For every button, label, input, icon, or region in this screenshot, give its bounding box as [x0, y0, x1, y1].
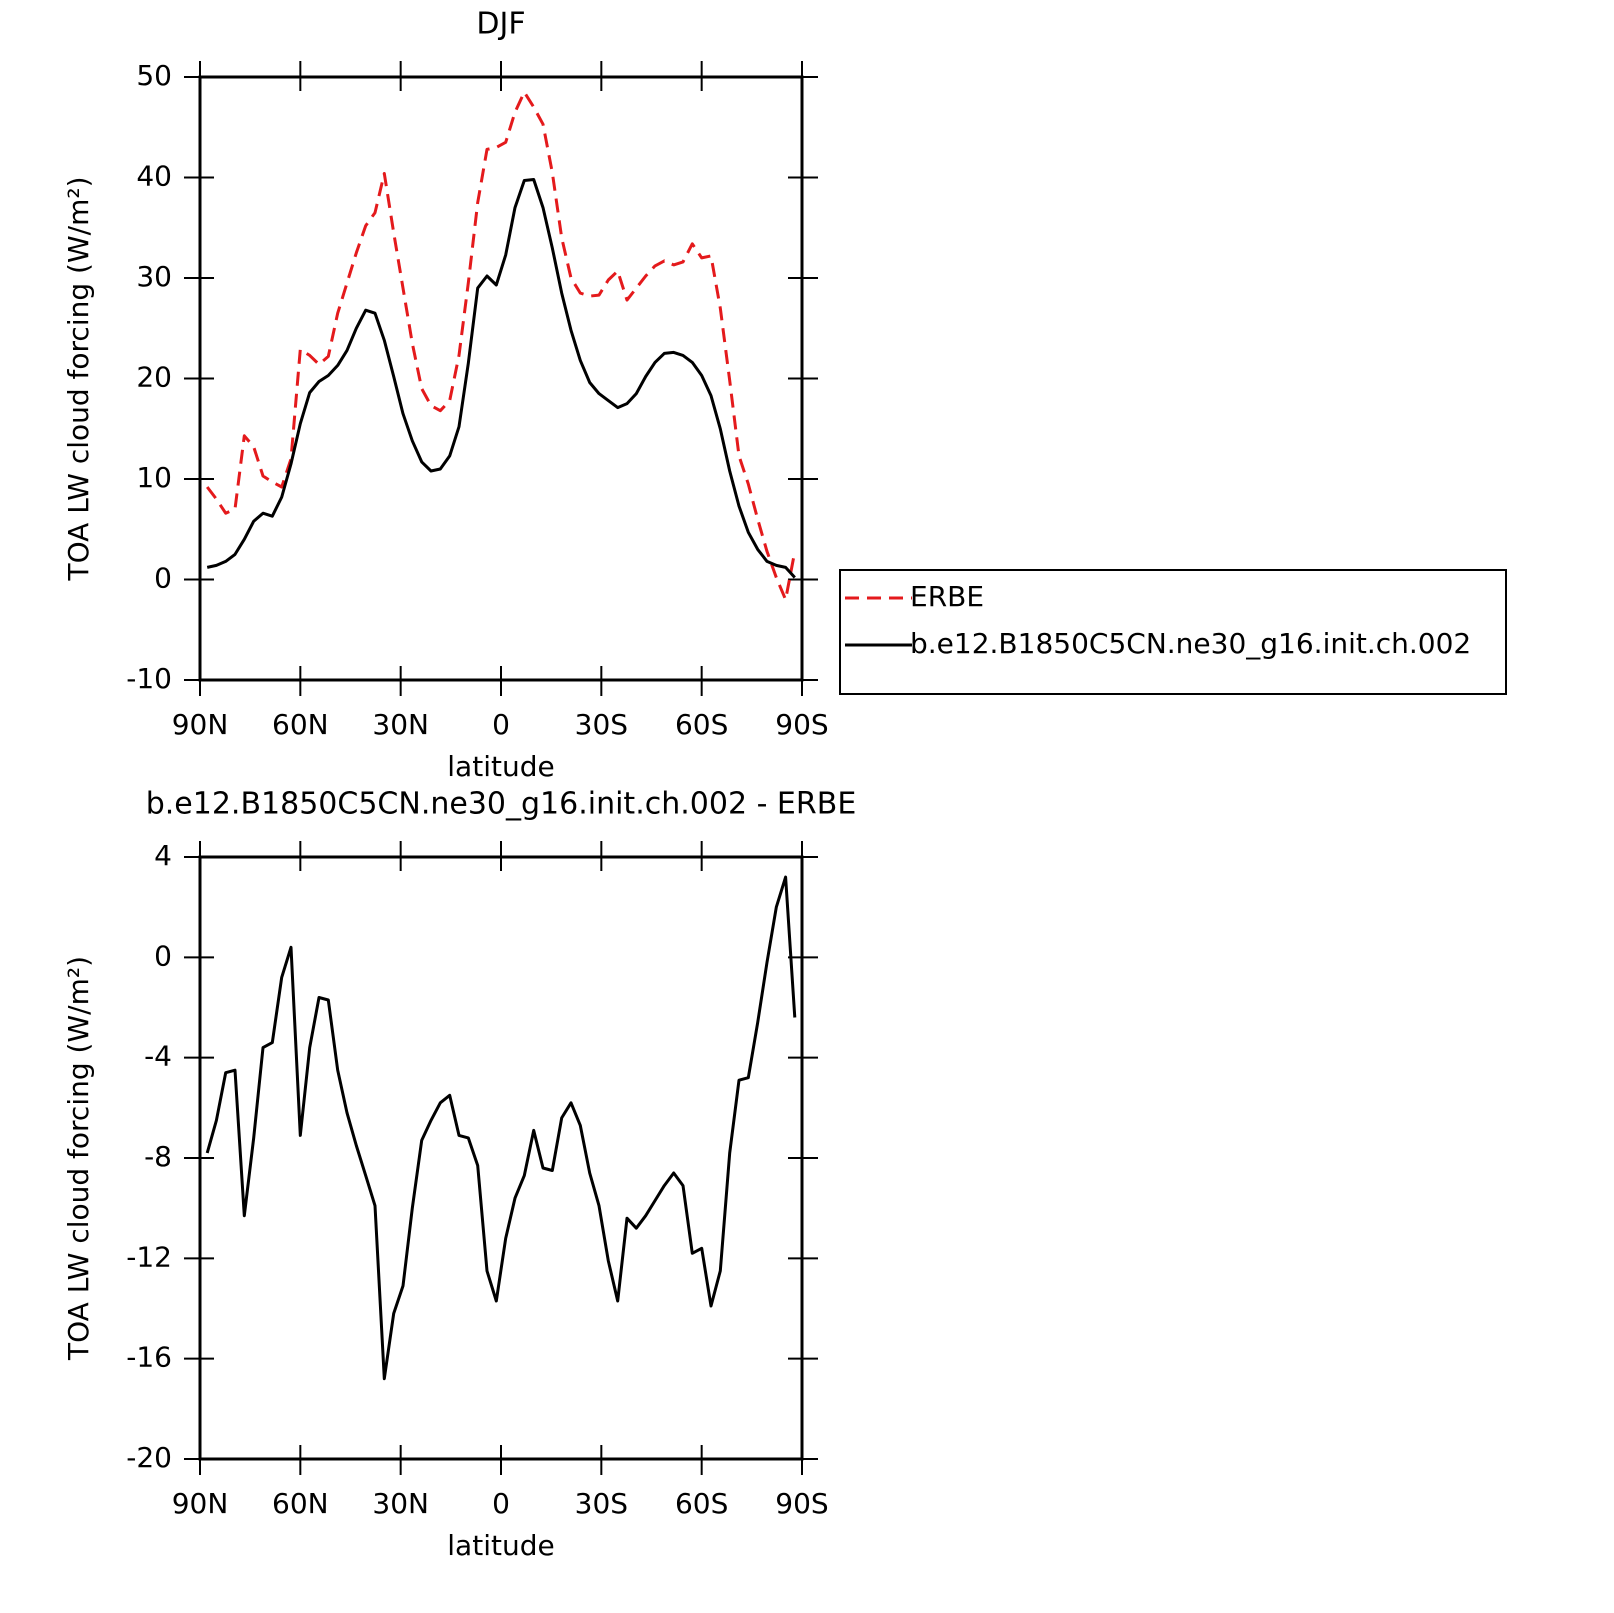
x-tick-label: 90N	[172, 1487, 229, 1520]
plot-frame	[198, 75, 804, 682]
y-tick-label: -12	[126, 1240, 172, 1273]
legend-label: b.e12.B1850C5CN.ne30_g16.init.ch.002	[910, 627, 1471, 660]
y-tick-label: 40	[136, 160, 172, 193]
y-tick-label: -20	[126, 1441, 172, 1474]
x-tick-label: 0	[492, 708, 510, 741]
y-tick-label: 50	[136, 59, 172, 92]
x-tick-label: 90S	[775, 1487, 828, 1520]
x-tick-label: 30N	[372, 1487, 429, 1520]
y-tick-label: 4	[154, 839, 172, 872]
x-tick-label: 90S	[775, 708, 828, 741]
y-tick-label: 20	[136, 361, 172, 394]
y-tick-label: -10	[126, 662, 172, 695]
x-tick-label: 30S	[575, 708, 628, 741]
legend-box	[839, 569, 1507, 695]
x-tick-label: 60N	[272, 1487, 329, 1520]
y-axis-label: TOA LW cloud forcing (W/m²)	[62, 956, 95, 1361]
data-line	[206, 90, 797, 602]
chart-title: DJF	[476, 7, 525, 42]
y-tick-label: 10	[136, 461, 172, 494]
y-tick-label: -8	[144, 1140, 172, 1173]
plot-frame	[198, 855, 804, 1461]
x-tick-label: 60S	[675, 708, 728, 741]
x-tick-label: 0	[492, 1487, 510, 1520]
y-tick-label: 0	[154, 939, 172, 972]
x-axis-label: latitude	[447, 750, 554, 783]
x-tick-label: 90N	[172, 708, 229, 741]
legend-label: ERBE	[910, 580, 984, 613]
chart-title: b.e12.B1850C5CN.ne30_g16.init.ch.002 - E…	[146, 787, 857, 822]
data-line	[206, 178, 796, 579]
x-tick-label: 30S	[575, 1487, 628, 1520]
y-tick-label: -16	[126, 1341, 172, 1374]
x-axis-label: latitude	[447, 1529, 554, 1562]
x-tick-label: 30N	[372, 708, 429, 741]
y-tick-label: -4	[144, 1040, 172, 1073]
y-axis-label: TOA LW cloud forcing (W/m²)	[62, 177, 95, 582]
x-tick-label: 60N	[272, 708, 329, 741]
data-line	[205, 875, 797, 1381]
y-tick-label: 0	[154, 562, 172, 595]
y-tick-label: 30	[136, 260, 172, 293]
x-tick-label: 60S	[675, 1487, 728, 1520]
